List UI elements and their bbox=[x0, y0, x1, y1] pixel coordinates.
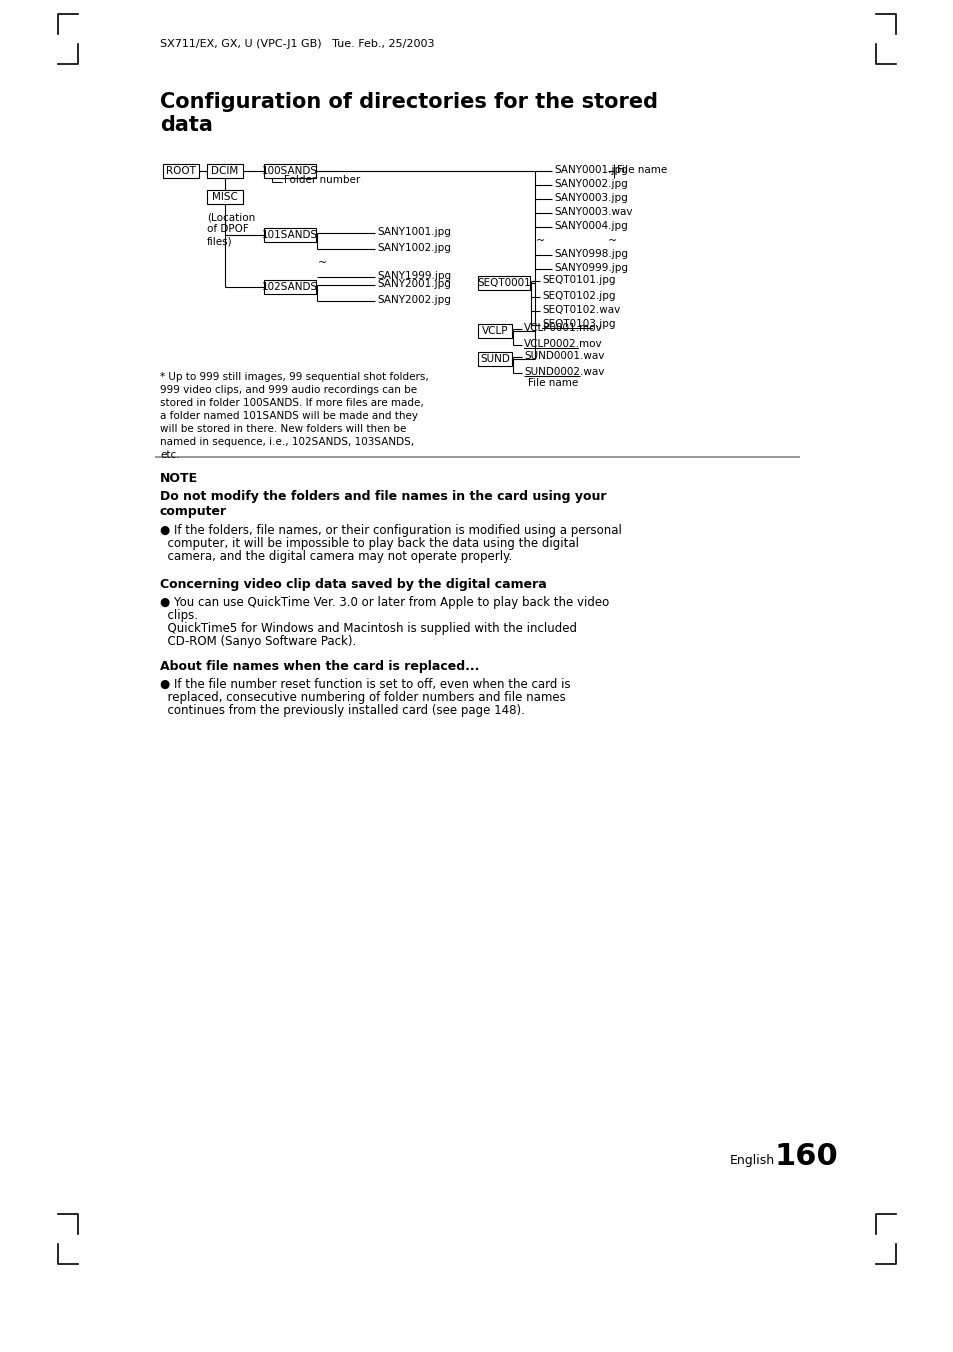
Text: SUND0001.wav: SUND0001.wav bbox=[523, 352, 604, 361]
Text: SANY0003.jpg: SANY0003.jpg bbox=[554, 193, 627, 203]
Text: 102SANDS: 102SANDS bbox=[262, 283, 317, 292]
Text: Do not modify the folders and file names in the card using your: Do not modify the folders and file names… bbox=[160, 489, 606, 503]
Text: File name: File name bbox=[617, 165, 666, 174]
Bar bbox=[207, 164, 243, 178]
Text: files): files) bbox=[207, 237, 233, 246]
Text: etc.: etc. bbox=[160, 450, 179, 460]
Text: will be stored in there. New folders will then be: will be stored in there. New folders wil… bbox=[160, 425, 406, 434]
Text: stored in folder 100SANDS. If more files are made,: stored in folder 100SANDS. If more files… bbox=[160, 397, 423, 408]
Text: SANY0002.jpg: SANY0002.jpg bbox=[554, 178, 627, 189]
Bar bbox=[163, 164, 199, 178]
Text: SEQT0101.jpg: SEQT0101.jpg bbox=[541, 274, 615, 285]
Text: SANY0003.wav: SANY0003.wav bbox=[554, 207, 632, 218]
Text: * Up to 999 still images, 99 sequential shot folders,: * Up to 999 still images, 99 sequential … bbox=[160, 372, 428, 383]
Text: About file names when the card is replaced...: About file names when the card is replac… bbox=[160, 660, 478, 673]
Text: 100SANDS: 100SANDS bbox=[262, 166, 317, 176]
Text: NOTE: NOTE bbox=[160, 472, 198, 485]
Text: a folder named 101SANDS will be made and they: a folder named 101SANDS will be made and… bbox=[160, 411, 417, 420]
Text: ● If the file number reset function is set to off, even when the card is: ● If the file number reset function is s… bbox=[160, 677, 570, 691]
Text: SANY1999.jpg: SANY1999.jpg bbox=[376, 270, 451, 281]
Text: 101SANDS: 101SANDS bbox=[262, 230, 317, 241]
Text: SUND: SUND bbox=[479, 354, 510, 364]
Bar bbox=[207, 191, 243, 204]
Text: SANY1001.jpg: SANY1001.jpg bbox=[376, 227, 451, 237]
Text: data: data bbox=[160, 115, 213, 135]
Text: computer, it will be impossible to play back the data using the digital: computer, it will be impossible to play … bbox=[160, 537, 578, 550]
Bar bbox=[477, 352, 512, 366]
Text: SANY2002.jpg: SANY2002.jpg bbox=[376, 295, 451, 306]
Text: ~: ~ bbox=[607, 237, 617, 246]
Text: named in sequence, i.e., 102SANDS, 103SANDS,: named in sequence, i.e., 102SANDS, 103SA… bbox=[160, 437, 414, 448]
Text: SANY0998.jpg: SANY0998.jpg bbox=[554, 249, 627, 260]
Text: SEQT0103.jpg: SEQT0103.jpg bbox=[541, 319, 615, 329]
Text: continues from the previously installed card (see page 148).: continues from the previously installed … bbox=[160, 704, 524, 717]
Text: Folder number: Folder number bbox=[284, 174, 360, 185]
Text: SANY1002.jpg: SANY1002.jpg bbox=[376, 243, 451, 253]
Text: ● You can use QuickTime Ver. 3.0 or later from Apple to play back the video: ● You can use QuickTime Ver. 3.0 or late… bbox=[160, 596, 609, 608]
Text: VCLP: VCLP bbox=[481, 326, 508, 337]
Text: CD-ROM (Sanyo Software Pack).: CD-ROM (Sanyo Software Pack). bbox=[160, 635, 355, 648]
Text: SEQT0102.jpg: SEQT0102.jpg bbox=[541, 291, 615, 301]
Text: ROOT: ROOT bbox=[166, 166, 195, 176]
Text: ● If the folders, file names, or their configuration is modified using a persona: ● If the folders, file names, or their c… bbox=[160, 525, 621, 537]
Text: VCLP0001.mov: VCLP0001.mov bbox=[523, 323, 602, 333]
Text: SANY0001.jpg: SANY0001.jpg bbox=[554, 165, 627, 174]
Text: English: English bbox=[729, 1155, 774, 1167]
Text: Concerning video clip data saved by the digital camera: Concerning video clip data saved by the … bbox=[160, 579, 546, 591]
Bar bbox=[264, 164, 315, 178]
Text: SX711/EX, GX, U (VPC-J1 GB)   Tue. Feb., 25/2003: SX711/EX, GX, U (VPC-J1 GB) Tue. Feb., 2… bbox=[160, 39, 434, 49]
Text: SANY0999.jpg: SANY0999.jpg bbox=[554, 264, 627, 273]
Text: (Location: (Location bbox=[207, 212, 255, 222]
Text: ~: ~ bbox=[536, 237, 545, 246]
Text: Configuration of directories for the stored: Configuration of directories for the sto… bbox=[160, 92, 658, 112]
Text: camera, and the digital camera may not operate properly.: camera, and the digital camera may not o… bbox=[160, 550, 512, 562]
Bar bbox=[264, 280, 315, 293]
Text: MISC: MISC bbox=[212, 192, 237, 201]
Text: clips.: clips. bbox=[160, 608, 198, 622]
Text: ~: ~ bbox=[317, 258, 327, 268]
Text: 160: 160 bbox=[774, 1142, 838, 1171]
Text: SANY2001.jpg: SANY2001.jpg bbox=[376, 279, 451, 289]
Text: SEQT0001: SEQT0001 bbox=[476, 279, 530, 288]
Bar bbox=[477, 324, 512, 338]
Text: computer: computer bbox=[160, 506, 227, 518]
Bar bbox=[477, 276, 530, 289]
Text: VCLP0002.mov: VCLP0002.mov bbox=[523, 339, 602, 349]
Text: 999 video clips, and 999 audio recordings can be: 999 video clips, and 999 audio recording… bbox=[160, 385, 416, 395]
Bar bbox=[264, 228, 315, 242]
Text: DCIM: DCIM bbox=[212, 166, 238, 176]
Text: replaced, consecutive numbering of folder numbers and file names: replaced, consecutive numbering of folde… bbox=[160, 691, 565, 704]
Text: SANY0004.jpg: SANY0004.jpg bbox=[554, 220, 627, 231]
Text: SEQT0102.wav: SEQT0102.wav bbox=[541, 306, 619, 315]
Text: File name: File name bbox=[527, 379, 578, 388]
Text: SUND0002.wav: SUND0002.wav bbox=[523, 366, 604, 377]
Text: of DPOF: of DPOF bbox=[207, 224, 249, 234]
Text: QuickTime5 for Windows and Macintosh is supplied with the included: QuickTime5 for Windows and Macintosh is … bbox=[160, 622, 577, 635]
